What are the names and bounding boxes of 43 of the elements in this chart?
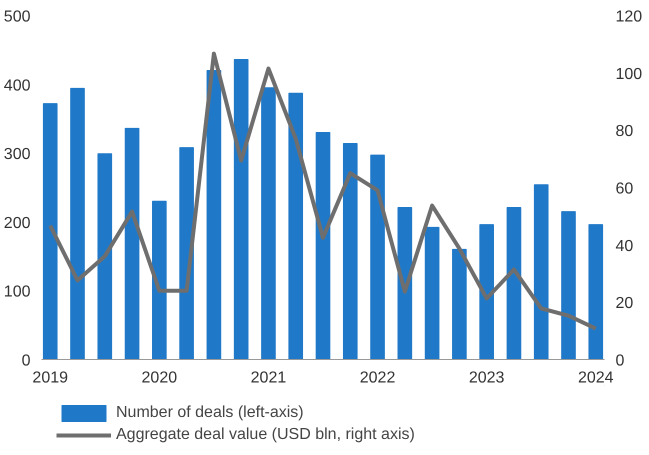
bar [370,154,385,360]
x-tick-label: 2020 [142,370,178,386]
bar [561,211,576,360]
y-tick-label: 100 [4,284,31,301]
x-tick-label: 2023 [468,370,505,386]
bar [398,206,412,360]
bar [42,103,58,360]
x-tick-label: 2019 [32,370,68,386]
bar [261,87,276,360]
y2-tick-label: 60 [616,180,634,198]
y-tick-label: 500 [4,8,31,26]
y2-tick-label: 120 [616,8,642,26]
y-tick-label: 300 [4,146,31,164]
y2-tick-label: 40 [616,238,634,255]
bar [452,248,467,360]
bar [97,153,112,360]
y-tick-label: 0 [22,352,31,370]
bar [234,59,248,360]
bar [124,128,140,360]
x-tick-label: 2022 [360,370,396,386]
legend-label: Number of deals (left-axis) [116,404,304,422]
x-tick-label: 2024 [578,370,614,386]
y-tick-label: 400 [4,77,31,94]
x-tick-label: 2021 [250,370,286,386]
bar [152,200,167,360]
bar [70,88,85,360]
y2-tick-label: 80 [616,123,634,140]
bar [316,132,330,360]
bar [588,224,604,360]
bar [534,184,549,360]
y2-tick-label: 0 [616,352,624,370]
y2-tick-label: 20 [616,295,634,312]
y2-tick-label: 100 [616,66,642,83]
bar [479,224,494,360]
y-tick-label: 200 [4,214,31,232]
bar [206,70,222,360]
legend-label: Aggregate deal value (USD bln, right axis) [116,426,415,444]
bar [179,147,194,360]
bar [288,92,304,360]
bar [506,206,522,360]
bar [342,142,358,360]
bar [424,226,440,360]
line-series [48,52,598,331]
